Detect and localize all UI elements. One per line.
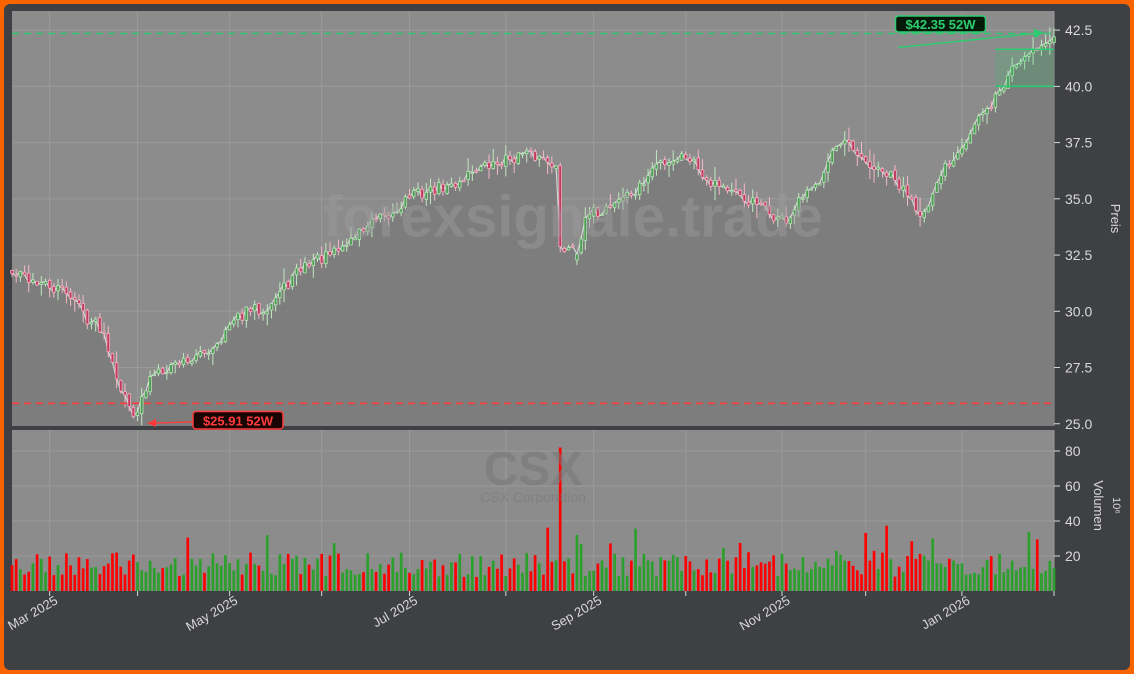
svg-text:Jan 2026: Jan 2026 — [919, 593, 973, 633]
svg-text:25.0: 25.0 — [1065, 416, 1092, 432]
svg-text:$42.35 52W: $42.35 52W — [905, 17, 976, 32]
svg-text:35.0: 35.0 — [1065, 191, 1092, 207]
svg-text:40: 40 — [1065, 513, 1081, 529]
svg-text:Preis: Preis — [1108, 204, 1123, 234]
svg-text:32.5: 32.5 — [1065, 247, 1092, 263]
svg-text:Sep 2025: Sep 2025 — [548, 593, 604, 634]
svg-text:Nov 2025: Nov 2025 — [737, 593, 793, 634]
svg-text:$25.91 52W: $25.91 52W — [203, 413, 274, 428]
svg-text:60: 60 — [1065, 478, 1081, 494]
svg-text:May 2025: May 2025 — [183, 593, 240, 635]
svg-text:27.5: 27.5 — [1065, 360, 1092, 376]
svg-text:40.0: 40.0 — [1065, 78, 1092, 94]
svg-text:Volumen: Volumen — [1091, 480, 1106, 531]
svg-text:42.5: 42.5 — [1065, 22, 1092, 38]
svg-text:37.5: 37.5 — [1065, 135, 1092, 151]
svg-text:10⁶: 10⁶ — [1110, 497, 1122, 514]
svg-text:CSX Corporation: CSX Corporation — [480, 489, 586, 505]
svg-text:Jul 2025: Jul 2025 — [370, 593, 420, 631]
svg-text:forexsignale.trade: forexsignale.trade — [323, 185, 823, 250]
svg-text:30.0: 30.0 — [1065, 303, 1092, 319]
svg-text:20: 20 — [1065, 548, 1081, 564]
svg-text:80: 80 — [1065, 443, 1081, 459]
svg-text:Mar 2025: Mar 2025 — [5, 593, 60, 633]
